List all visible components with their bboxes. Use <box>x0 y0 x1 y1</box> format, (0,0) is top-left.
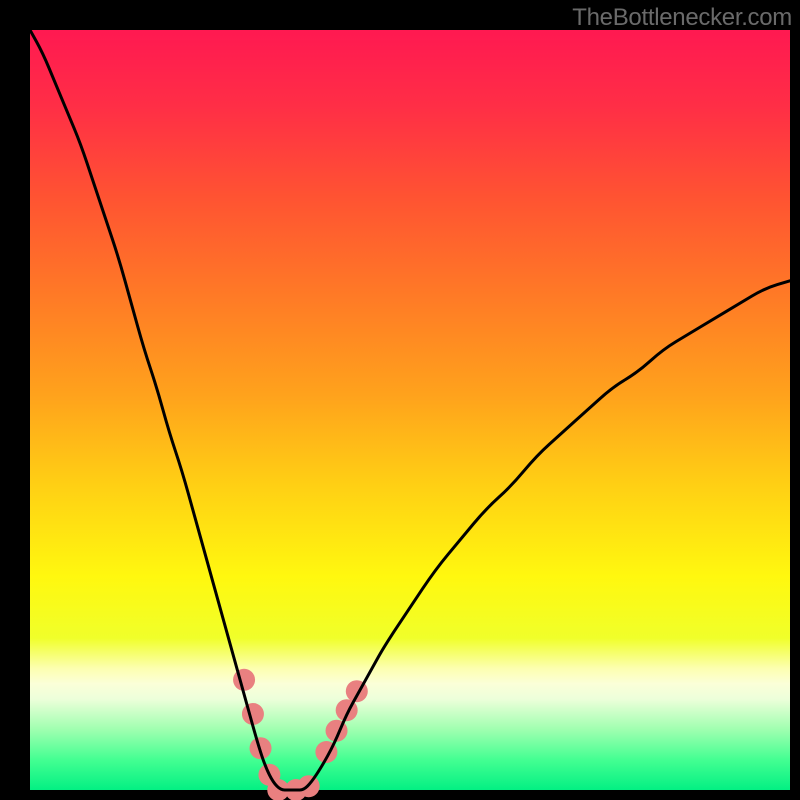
watermark-text: TheBottlenecker.com <box>572 4 792 32</box>
bottleneck-curve-chart: TheBottlenecker.com <box>0 0 800 800</box>
plot-background <box>30 30 790 790</box>
chart-svg <box>0 0 800 800</box>
